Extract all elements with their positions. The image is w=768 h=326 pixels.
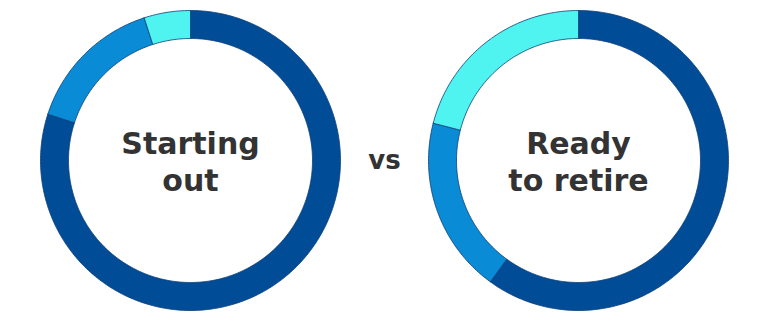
svg-text:Readyto retire: Readyto retire [508,126,648,199]
svg-text:vs: vs [368,145,400,175]
svg-text:Startingout: Startingout [121,126,259,199]
